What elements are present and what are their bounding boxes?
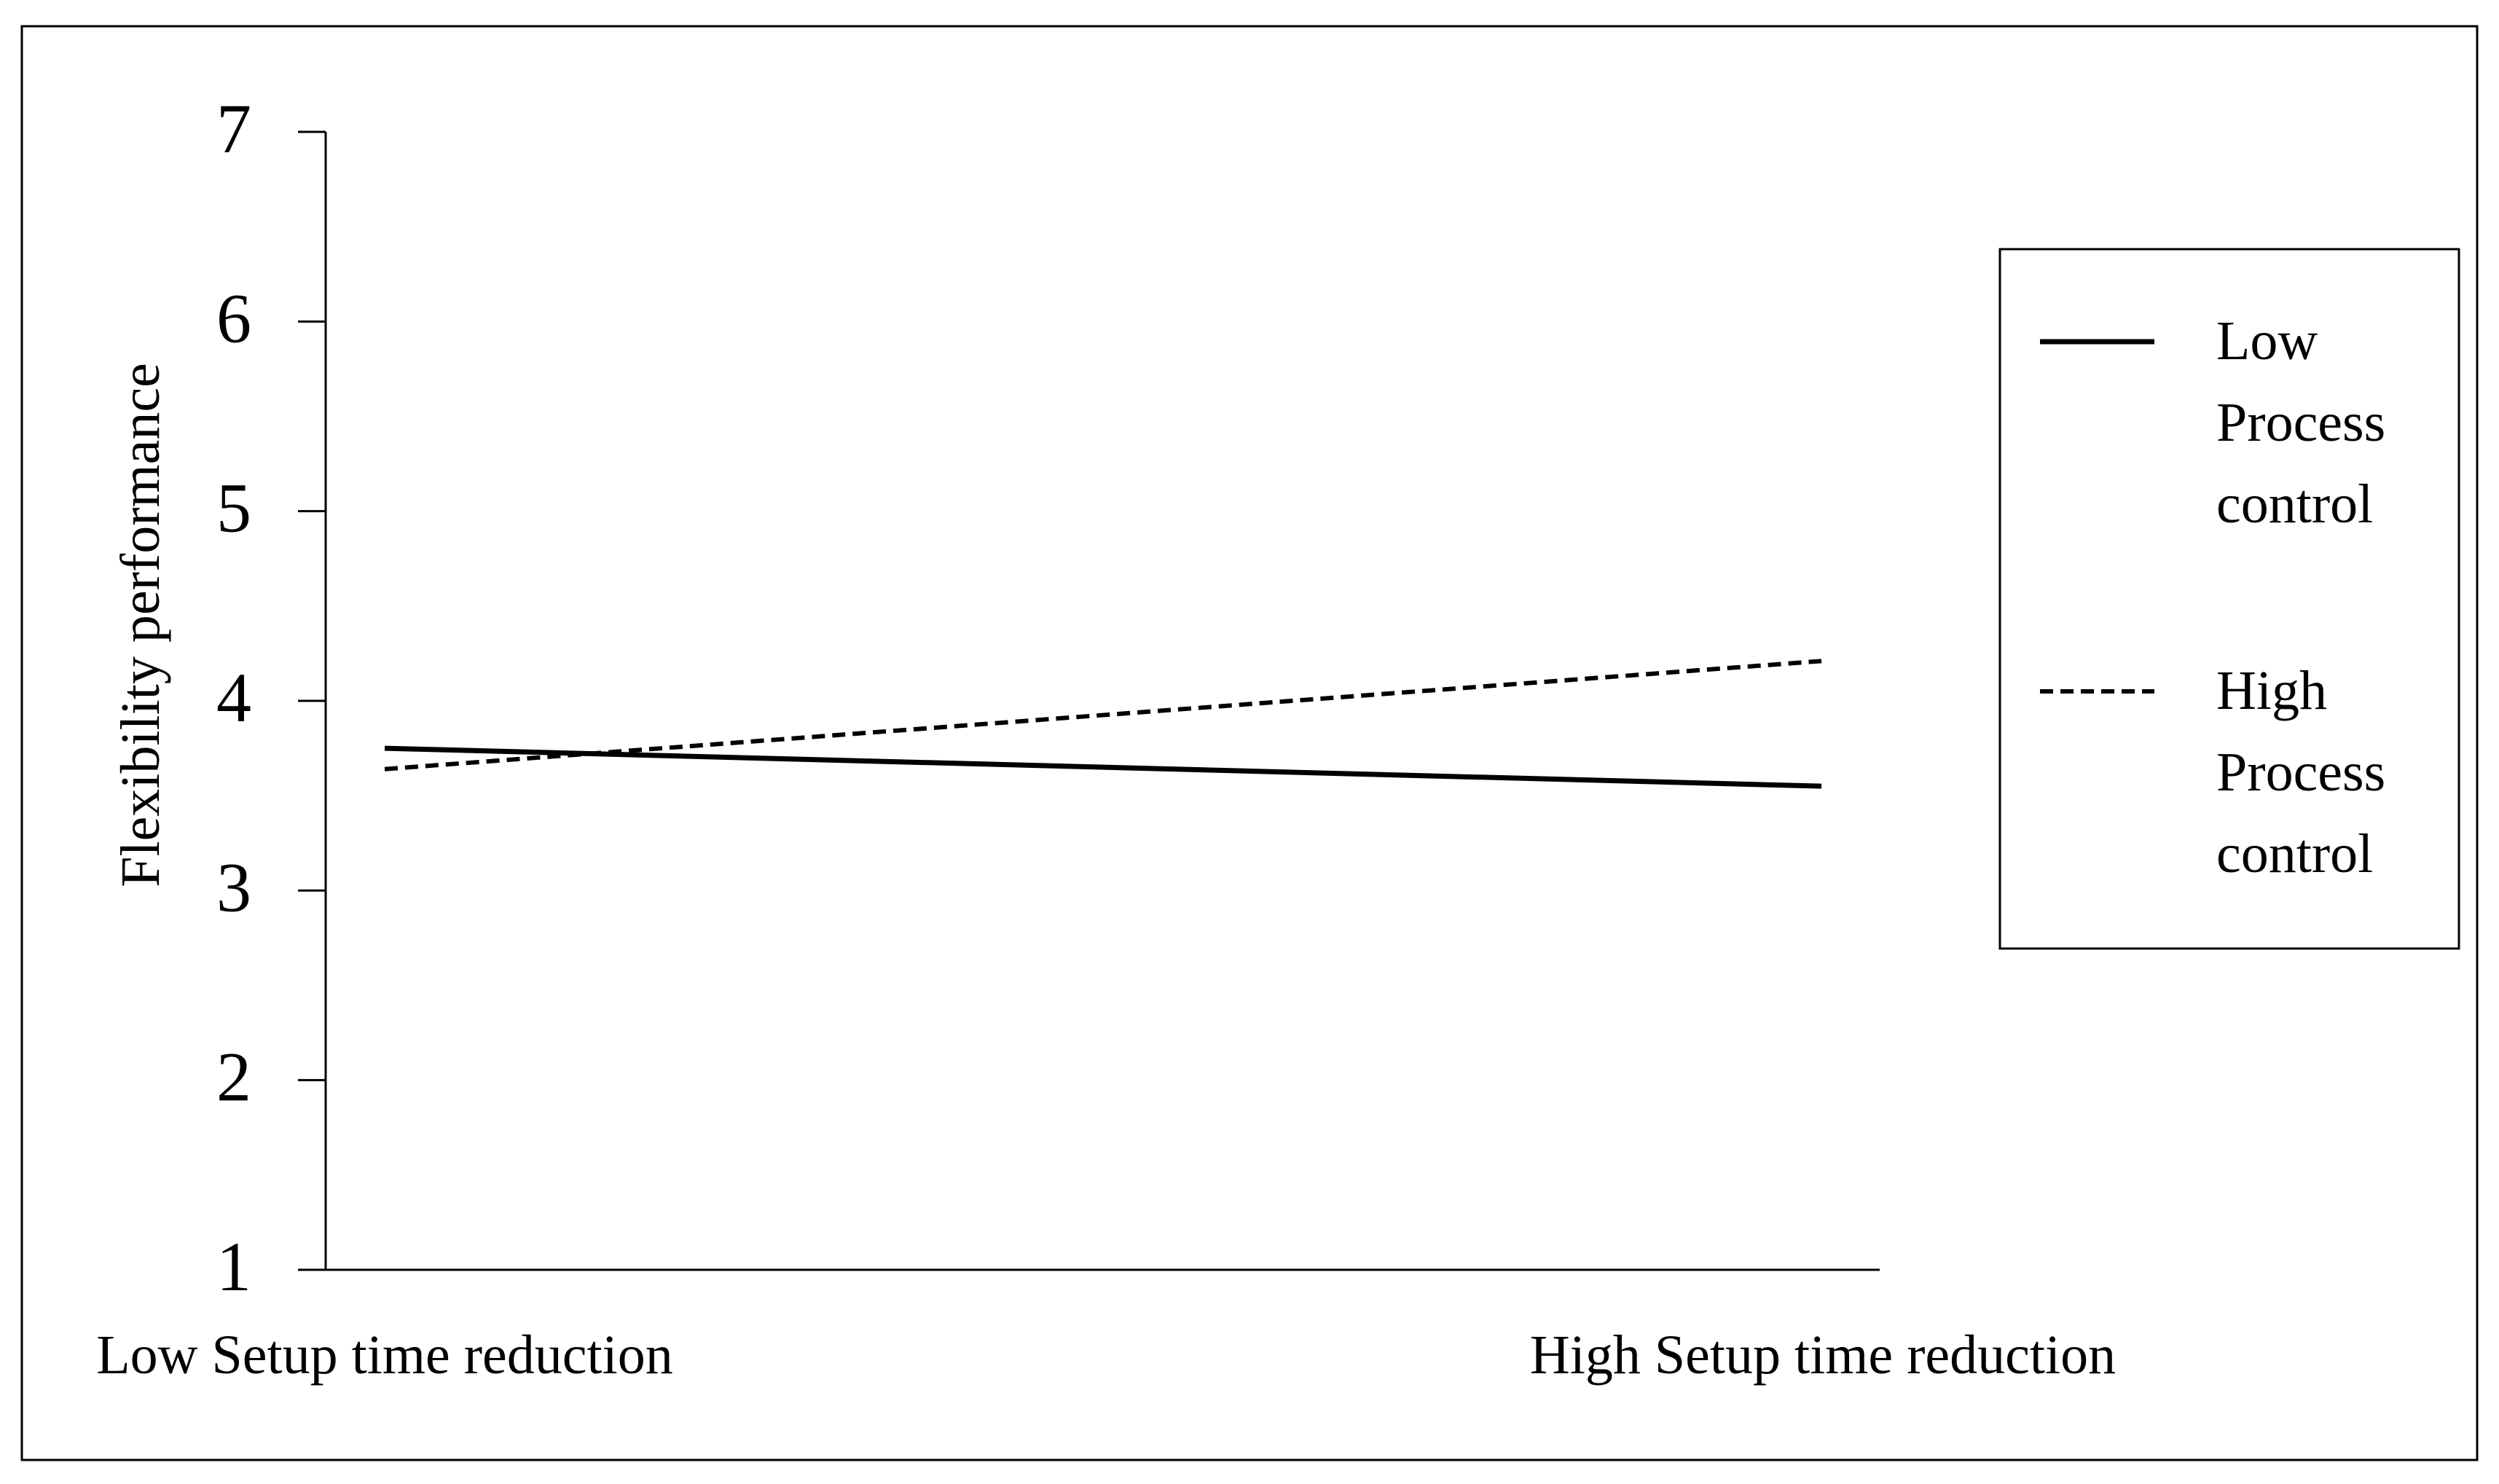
- y-tick-label: 5: [216, 469, 251, 547]
- y-tick-label: 1: [216, 1228, 251, 1306]
- legend-label-high-process-control: High Process control: [2216, 660, 2399, 884]
- y-tick-label: 2: [216, 1038, 251, 1116]
- legend: Low Process control High Process control: [1998, 248, 2460, 950]
- x-axis: Low Setup time reduction High Setup time …: [96, 1268, 2116, 1386]
- x-tick-label: Low Setup time reduction: [96, 1324, 673, 1386]
- plot-series: [384, 659, 1822, 789]
- y-tick-label: 6: [216, 279, 251, 357]
- series-line-high-process-control: [384, 659, 1822, 772]
- legend-label-low-process-control: Low Process control: [2216, 310, 2399, 535]
- y-axis: 1 2 3 4 5 6 7: [216, 90, 327, 1306]
- legend-box: [1998, 248, 2460, 950]
- series-line-low-process-control: [384, 745, 1822, 789]
- y-tick-label: 7: [216, 90, 251, 168]
- y-axis-label: Flexibility performance: [110, 363, 171, 887]
- x-tick-label: High Setup time reduction: [1530, 1324, 2116, 1386]
- y-tick-label: 4: [216, 659, 251, 737]
- y-tick-label: 3: [216, 848, 251, 926]
